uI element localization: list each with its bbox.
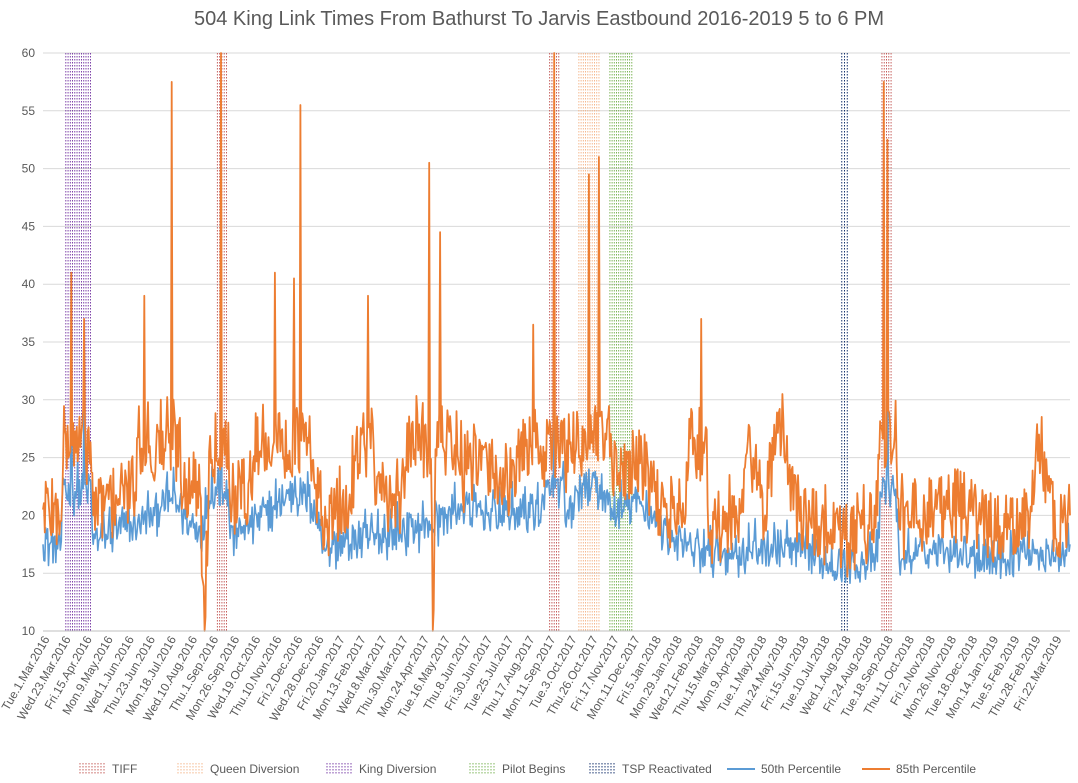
legend-item: TSP Reactivated (589, 762, 712, 776)
legend-item: Pilot Begins (469, 762, 565, 776)
y-tick-label: 40 (22, 277, 36, 291)
chart-title: 504 King Link Times From Bathurst To Jar… (194, 8, 884, 30)
y-tick-label: 45 (22, 219, 36, 233)
legend-item: 85th Percentile (862, 762, 976, 776)
y-tick-label: 55 (22, 104, 36, 118)
y-tick-label: 20 (22, 508, 36, 522)
legend: TIFF Queen Diversion King Diversion Pilot B… (79, 762, 976, 776)
legend-label: Queen Diversion (210, 762, 299, 776)
event-band (841, 53, 848, 631)
series-lines (42, 52, 1071, 632)
y-tick-label: 50 (22, 162, 36, 176)
x-axis: Tue.1.Mar.2016Wed.23.Mar.2016Fri.15.Apr.… (0, 630, 1070, 724)
event-band (609, 53, 633, 631)
legend-item: 50th Percentile (727, 762, 841, 776)
y-axis: 10 15 20 25 30 35 40 45 50 55 60 (22, 46, 36, 638)
y-tick-label: 60 (22, 46, 36, 60)
y-tick-label: 25 (22, 451, 36, 465)
legend-item: King Diversion (326, 762, 436, 776)
series-line (42, 283, 1071, 585)
event-band (65, 53, 91, 631)
series-line (42, 52, 1071, 632)
legend-label: TIFF (112, 762, 137, 776)
y-tick-label: 35 (22, 335, 36, 349)
legend-label: TSP Reactivated (622, 762, 712, 776)
legend-item: Queen Diversion (177, 762, 299, 776)
y-tick-label: 10 (22, 624, 36, 638)
legend-item: TIFF (79, 762, 137, 776)
legend-label: Pilot Begins (502, 762, 565, 776)
y-tick-label: 30 (22, 393, 36, 407)
legend-label: 50th Percentile (761, 762, 841, 776)
legend-label: 85th Percentile (896, 762, 976, 776)
y-tick-label: 15 (22, 566, 36, 580)
legend-label: King Diversion (359, 762, 436, 776)
